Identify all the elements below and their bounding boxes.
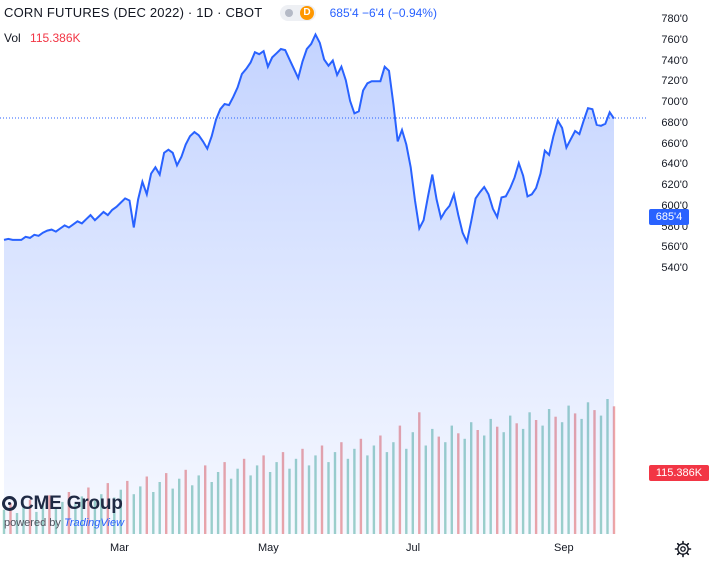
- cme-globe-icon: [2, 496, 17, 511]
- price-tick-label: 640'0: [661, 158, 688, 171]
- volume-legend: Vol 115.386K: [4, 31, 81, 45]
- cme-group-logo[interactable]: CME Group: [2, 493, 123, 515]
- time-tick-label: Mar: [110, 542, 129, 554]
- volume-label: Vol: [4, 31, 21, 45]
- price-tick-label: 700'0: [661, 96, 688, 108]
- logo-text: CME Group: [20, 493, 123, 514]
- symbol-title[interactable]: CORN FUTURES (DEC 2022) · 1D · CBOT: [4, 5, 263, 20]
- price-tick-label: 680'0: [661, 116, 688, 129]
- price-tick-label: 760'0: [661, 33, 688, 46]
- price-tick-label: 560'0: [661, 241, 688, 254]
- price-tick-label: 620'0: [661, 179, 688, 191]
- delayed-badge: D: [300, 5, 314, 20]
- settings-gear-icon[interactable]: [674, 540, 692, 558]
- price-tick-label: 660'0: [661, 137, 688, 150]
- time-tick-label: Sep: [554, 542, 574, 554]
- price-tick-label: 780'0: [661, 13, 688, 25]
- status-dot-icon: [285, 8, 293, 17]
- tradingview-brand: TradingView: [63, 517, 125, 529]
- last-price-badge: 685'4: [649, 209, 689, 225]
- price-tick-label: 740'0: [661, 54, 688, 67]
- powered-prefix: powered by: [4, 517, 61, 529]
- chart-header: CORN FUTURES (DEC 2022) · 1D · CBOT D 68…: [4, 4, 437, 22]
- price-line: [3, 32, 615, 246]
- time-tick-label: Jul: [406, 542, 421, 554]
- price-tick-label: 720'0: [661, 75, 688, 88]
- market-status-pill[interactable]: D: [280, 4, 316, 21]
- last-volume-badge: 115.386K: [649, 465, 709, 481]
- price-tick-label: 600'0: [661, 199, 688, 212]
- price-change-quote: 685'4 −6'4 (−0.94%): [329, 6, 437, 20]
- volume-value: 115.386K: [30, 31, 81, 45]
- price-area-fill: [4, 34, 614, 534]
- powered-by[interactable]: powered by TradingView: [4, 517, 124, 529]
- time-tick-label: May: [258, 542, 279, 554]
- price-tick-label: 540'0: [661, 262, 688, 274]
